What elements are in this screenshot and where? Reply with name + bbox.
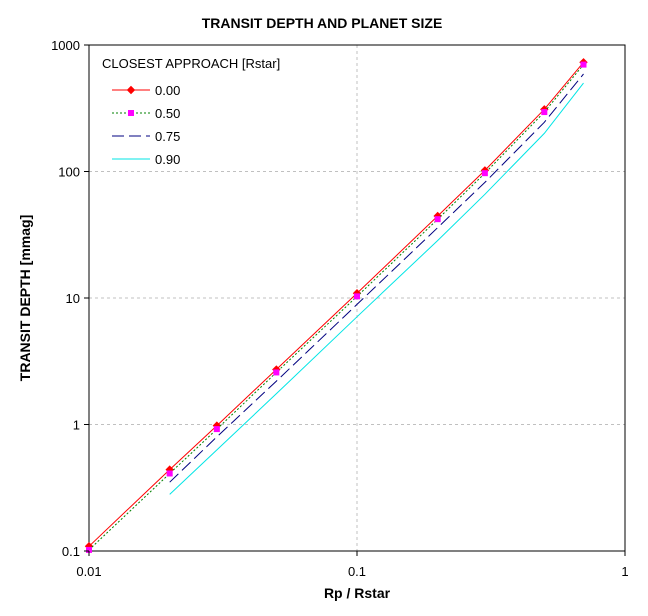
data-point-0.50 — [580, 61, 587, 68]
series-line-0.75 — [169, 73, 584, 483]
chart-title: TRANSIT DEPTH AND PLANET SIZE — [202, 15, 443, 31]
data-point-0.50 — [166, 470, 173, 477]
y-tick-label: 0.1 — [62, 544, 80, 559]
legend: CLOSEST APPROACH [Rstar] 0.00 0.50 0.75 0.9… — [102, 56, 280, 167]
y-tick-label: 1 — [73, 418, 80, 433]
x-tick-label: 1 — [621, 564, 628, 579]
legend-marker-0.00 — [126, 85, 136, 95]
legend-label-0.00: 0.00 — [155, 83, 180, 98]
series-group — [84, 58, 588, 553]
x-tick-label: 0.1 — [348, 564, 366, 579]
legend-label-0.90: 0.90 — [155, 152, 180, 167]
legend-marker-0.50 — [128, 110, 134, 116]
x-axis-label: Rp / Rstar — [324, 585, 391, 601]
y-axis-label: TRANSIT DEPTH [mmag] — [17, 215, 33, 381]
legend-label-0.75: 0.75 — [155, 129, 180, 144]
series-line-0.90 — [169, 82, 584, 495]
data-point-0.50 — [481, 170, 488, 177]
legend-label-0.50: 0.50 — [155, 106, 180, 121]
data-point-0.50 — [354, 293, 360, 300]
tick-labels: 0.01 0.1 1 0.1 1 10 100 1000 — [51, 38, 629, 579]
data-point-0.50 — [213, 426, 220, 433]
legend-title: CLOSEST APPROACH [Rstar] — [102, 56, 280, 71]
y-tick-label: 10 — [66, 291, 80, 306]
data-point-0.50 — [434, 216, 441, 223]
data-point-0.50 — [541, 109, 548, 116]
y-tick-label: 1000 — [51, 38, 80, 53]
x-tick-label: 0.01 — [76, 564, 101, 579]
y-tick-label: 100 — [58, 165, 80, 180]
data-point-0.50 — [273, 369, 280, 376]
